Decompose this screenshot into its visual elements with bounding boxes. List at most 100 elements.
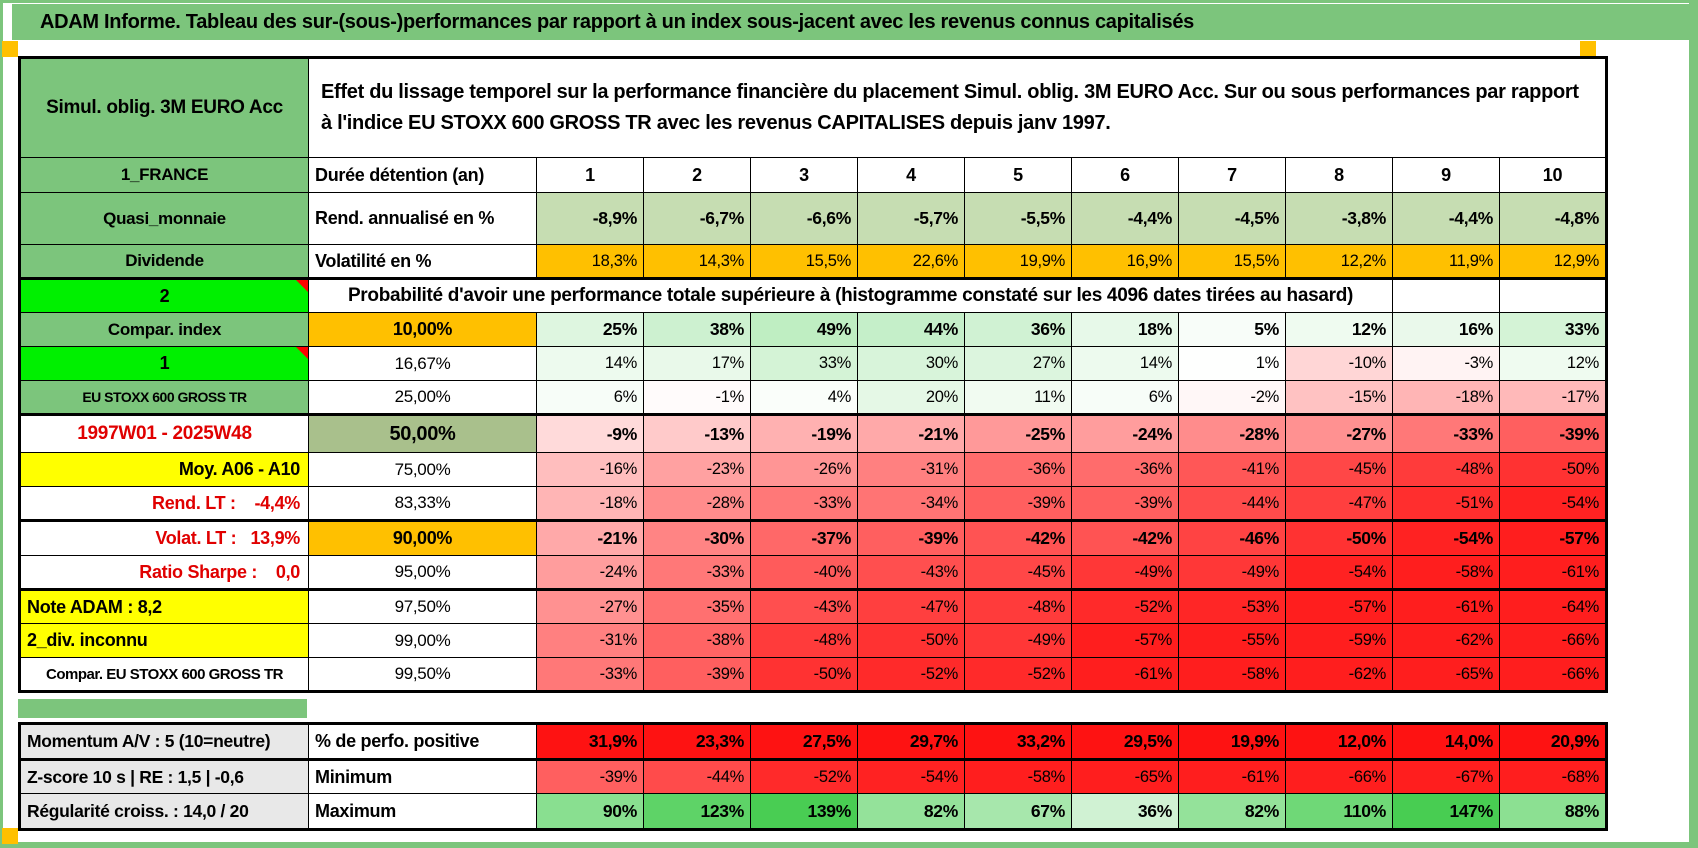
data-cell[interactable]: -66%: [1285, 758, 1393, 794]
data-cell[interactable]: 18,3%: [536, 244, 644, 279]
data-cell[interactable]: -36%: [964, 452, 1072, 487]
metric-label[interactable]: Durée détention (an): [308, 157, 537, 193]
data-cell[interactable]: -65%: [1071, 758, 1179, 794]
data-cell[interactable]: 38%: [643, 312, 751, 347]
duration-col-header[interactable]: 10: [1499, 157, 1607, 193]
data-cell[interactable]: -66%: [1499, 657, 1607, 692]
empty-cell[interactable]: [1392, 277, 1500, 313]
data-cell[interactable]: -45%: [1285, 452, 1393, 487]
duration-col-header[interactable]: 4: [857, 157, 965, 193]
data-cell[interactable]: 11,9%: [1392, 244, 1500, 279]
data-cell[interactable]: -41%: [1178, 452, 1286, 487]
data-cell[interactable]: 123%: [643, 793, 751, 830]
threshold-cell[interactable]: 99,50%: [308, 657, 537, 692]
data-cell[interactable]: -4,4%: [1071, 192, 1179, 245]
data-cell[interactable]: 12,9%: [1499, 244, 1607, 279]
data-cell[interactable]: -26%: [750, 452, 858, 487]
threshold-cell[interactable]: 75,00%: [308, 452, 537, 487]
data-cell[interactable]: -31%: [857, 452, 965, 487]
data-cell[interactable]: -61%: [1392, 588, 1500, 624]
threshold-cell[interactable]: 10,00%: [308, 312, 537, 347]
data-cell[interactable]: -52%: [1071, 588, 1179, 624]
data-cell[interactable]: 82%: [1178, 793, 1286, 830]
data-cell[interactable]: 44%: [857, 312, 965, 347]
data-cell[interactable]: -15%: [1285, 380, 1393, 415]
data-cell[interactable]: -48%: [964, 588, 1072, 624]
data-cell[interactable]: -50%: [1499, 452, 1607, 487]
data-cell[interactable]: -10%: [1285, 346, 1393, 381]
metric-label[interactable]: % de perfo. positive: [308, 723, 537, 760]
data-cell[interactable]: -58%: [1178, 657, 1286, 692]
data-cell[interactable]: -9%: [536, 413, 644, 453]
data-cell[interactable]: -39%: [643, 657, 751, 692]
data-cell[interactable]: 22,6%: [857, 244, 965, 279]
data-cell[interactable]: 12,0%: [1285, 723, 1393, 760]
data-cell[interactable]: 14,3%: [643, 244, 751, 279]
data-cell[interactable]: -21%: [536, 519, 644, 556]
data-cell[interactable]: -48%: [750, 623, 858, 658]
data-cell[interactable]: 11%: [964, 380, 1072, 415]
data-cell[interactable]: -42%: [964, 519, 1072, 556]
data-cell[interactable]: 147%: [1392, 793, 1500, 830]
data-cell[interactable]: -68%: [1499, 758, 1607, 794]
data-cell[interactable]: -47%: [857, 588, 965, 624]
threshold-cell[interactable]: 16,67%: [308, 346, 537, 381]
data-cell[interactable]: 12,2%: [1285, 244, 1393, 279]
empty-cell[interactable]: [1499, 277, 1607, 313]
data-cell[interactable]: 36%: [1071, 793, 1179, 830]
data-cell[interactable]: 20%: [857, 380, 965, 415]
data-cell[interactable]: 14%: [536, 346, 644, 381]
metric-label[interactable]: Minimum: [308, 758, 537, 794]
data-cell[interactable]: -43%: [857, 555, 965, 590]
data-cell[interactable]: -3,8%: [1285, 192, 1393, 245]
data-cell[interactable]: -2%: [1178, 380, 1286, 415]
data-cell[interactable]: -37%: [750, 519, 858, 556]
data-cell[interactable]: -1%: [643, 380, 751, 415]
data-cell[interactable]: -48%: [1392, 452, 1500, 487]
data-cell[interactable]: -28%: [1178, 413, 1286, 453]
data-cell[interactable]: -30%: [643, 519, 751, 556]
data-cell[interactable]: 33%: [750, 346, 858, 381]
data-cell[interactable]: 20,9%: [1499, 723, 1607, 760]
duration-col-header[interactable]: 7: [1178, 157, 1286, 193]
data-cell[interactable]: -18%: [536, 486, 644, 521]
data-cell[interactable]: -23%: [643, 452, 751, 487]
metric-label[interactable]: Rend. annualisé en %: [308, 192, 537, 245]
probability-banner[interactable]: Probabilité d'avoir une performance tota…: [308, 277, 1393, 313]
duration-col-header[interactable]: 5: [964, 157, 1072, 193]
data-cell[interactable]: -50%: [1285, 519, 1393, 556]
data-cell[interactable]: -17%: [1499, 380, 1607, 415]
data-cell[interactable]: -24%: [1071, 413, 1179, 453]
data-cell[interactable]: 19,9%: [1178, 723, 1286, 760]
data-cell[interactable]: -57%: [1285, 588, 1393, 624]
data-cell[interactable]: -43%: [750, 588, 858, 624]
data-cell[interactable]: -19%: [750, 413, 858, 453]
data-cell[interactable]: -31%: [536, 623, 644, 658]
data-cell[interactable]: -57%: [1499, 519, 1607, 556]
data-cell[interactable]: 30%: [857, 346, 965, 381]
row-label[interactable]: Compar. index: [19, 312, 309, 347]
row-label[interactable]: Z-score 10 s | RE : 1,5 | -0,6: [19, 758, 309, 794]
data-cell[interactable]: -33%: [750, 486, 858, 521]
duration-col-header[interactable]: 8: [1285, 157, 1393, 193]
data-cell[interactable]: 18%: [1071, 312, 1179, 347]
row-label[interactable]: Moy. A06 - A10: [19, 452, 309, 487]
data-cell[interactable]: -5,7%: [857, 192, 965, 245]
data-cell[interactable]: 6%: [536, 380, 644, 415]
data-cell[interactable]: -39%: [1071, 486, 1179, 521]
data-cell[interactable]: -66%: [1499, 623, 1607, 658]
data-cell[interactable]: 36%: [964, 312, 1072, 347]
data-cell[interactable]: 139%: [750, 793, 858, 830]
threshold-cell[interactable]: 97,50%: [308, 588, 537, 624]
row-label[interactable]: Régularité croiss. : 14,0 / 20: [19, 793, 309, 830]
data-cell[interactable]: 16%: [1392, 312, 1500, 347]
data-cell[interactable]: -49%: [1178, 555, 1286, 590]
data-cell[interactable]: 14,0%: [1392, 723, 1500, 760]
data-cell[interactable]: 67%: [964, 793, 1072, 830]
data-cell[interactable]: -18%: [1392, 380, 1500, 415]
data-cell[interactable]: 12%: [1285, 312, 1393, 347]
data-cell[interactable]: -27%: [1285, 413, 1393, 453]
data-cell[interactable]: -49%: [1071, 555, 1179, 590]
data-cell[interactable]: -33%: [643, 555, 751, 590]
data-cell[interactable]: -27%: [536, 588, 644, 624]
